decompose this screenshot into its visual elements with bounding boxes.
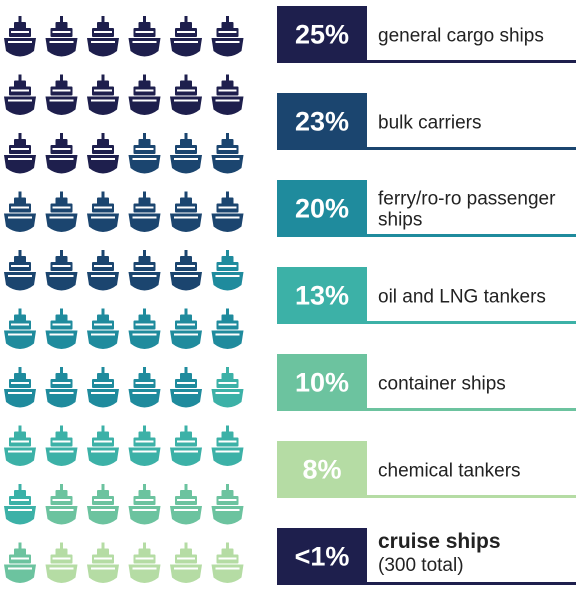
ship-icon	[170, 133, 202, 174]
legend-box	[277, 6, 367, 63]
percent-label: 23%	[295, 107, 349, 137]
ship-icon	[211, 250, 244, 291]
ship-icon	[4, 542, 36, 583]
ship-icon	[128, 425, 161, 466]
ship-icon	[170, 16, 202, 57]
ship-icon	[128, 133, 161, 174]
ship-icon	[211, 484, 244, 525]
legend-box	[277, 267, 367, 324]
ship-icon	[87, 308, 119, 349]
category-label: bulk carriers	[378, 113, 481, 134]
ship-icon	[128, 484, 161, 525]
label-line: ferry/ro-ro passenger	[378, 189, 556, 210]
category-label: general cargo ships	[378, 26, 544, 47]
ship-icon	[128, 367, 161, 408]
label-line: ships	[378, 210, 422, 231]
ship-icon	[45, 250, 78, 291]
percent-label: 10%	[295, 368, 349, 398]
ship-icon	[211, 308, 244, 349]
ship-icon	[45, 16, 78, 57]
ship-icon	[87, 484, 119, 525]
ship-icon	[170, 484, 202, 525]
ship-icon	[170, 542, 202, 583]
legend-box	[277, 441, 367, 498]
ship-icon	[128, 250, 161, 291]
ship-icon	[87, 133, 119, 174]
legend-box	[277, 528, 367, 585]
ship-icon	[4, 425, 36, 466]
ship-icon	[211, 191, 244, 232]
legend-box	[277, 180, 367, 237]
ship-icon	[4, 308, 36, 349]
percent-label: 13%	[295, 281, 349, 311]
ship-icon	[87, 250, 119, 291]
ship-icon	[4, 16, 36, 57]
ship-icon	[128, 16, 161, 57]
ship-icon	[87, 425, 119, 466]
ship-icon	[170, 74, 202, 115]
ship-icon	[128, 191, 161, 232]
ship-icon	[4, 191, 36, 232]
category-label: oil and LNG tankers	[378, 287, 546, 308]
ship-icon	[211, 367, 244, 408]
ship-icon	[45, 74, 78, 115]
ship-icon	[45, 425, 78, 466]
ship-icon	[45, 367, 78, 408]
ship-icon	[45, 542, 78, 583]
ship-icon	[211, 425, 244, 466]
ship-icon	[4, 74, 36, 115]
ship-icon	[87, 542, 119, 583]
ship-icon	[45, 133, 78, 174]
percent-label: 25%	[295, 20, 349, 50]
annotation: (300 total)	[378, 555, 464, 576]
legend-box	[277, 354, 367, 411]
category-label: ferry/ro-ro passenger ships	[378, 189, 556, 231]
ship-icon	[128, 74, 161, 115]
ship-icon	[170, 367, 202, 408]
category-label: container ships	[378, 374, 506, 395]
percent-label: 8%	[302, 455, 341, 485]
ship-icon	[128, 308, 161, 349]
ship-icon	[4, 484, 36, 525]
percent-label: 20%	[295, 194, 349, 224]
legend-box	[277, 93, 367, 150]
ship-icon	[170, 308, 202, 349]
ship-icon	[45, 484, 78, 525]
category-label: chemical tankers	[378, 461, 521, 482]
ship-icon	[45, 191, 78, 232]
ship-icon	[170, 191, 202, 232]
category-label: cruise ships	[378, 530, 501, 553]
ship-icon	[4, 367, 36, 408]
percent-label: <1%	[295, 542, 350, 572]
ship-icon	[87, 74, 119, 115]
ship-icon	[87, 367, 119, 408]
ship-icon	[170, 250, 202, 291]
ship-icon	[4, 133, 36, 174]
ship-icon	[128, 542, 161, 583]
ship-icon	[211, 542, 244, 583]
ship-icon	[45, 308, 78, 349]
ship-icon	[211, 16, 244, 57]
ship-icon	[87, 16, 119, 57]
ship-icon	[170, 425, 202, 466]
ship-icon	[211, 74, 244, 115]
ship-icon	[211, 133, 244, 174]
ship-icon	[4, 250, 36, 291]
ship-icon	[87, 191, 119, 232]
